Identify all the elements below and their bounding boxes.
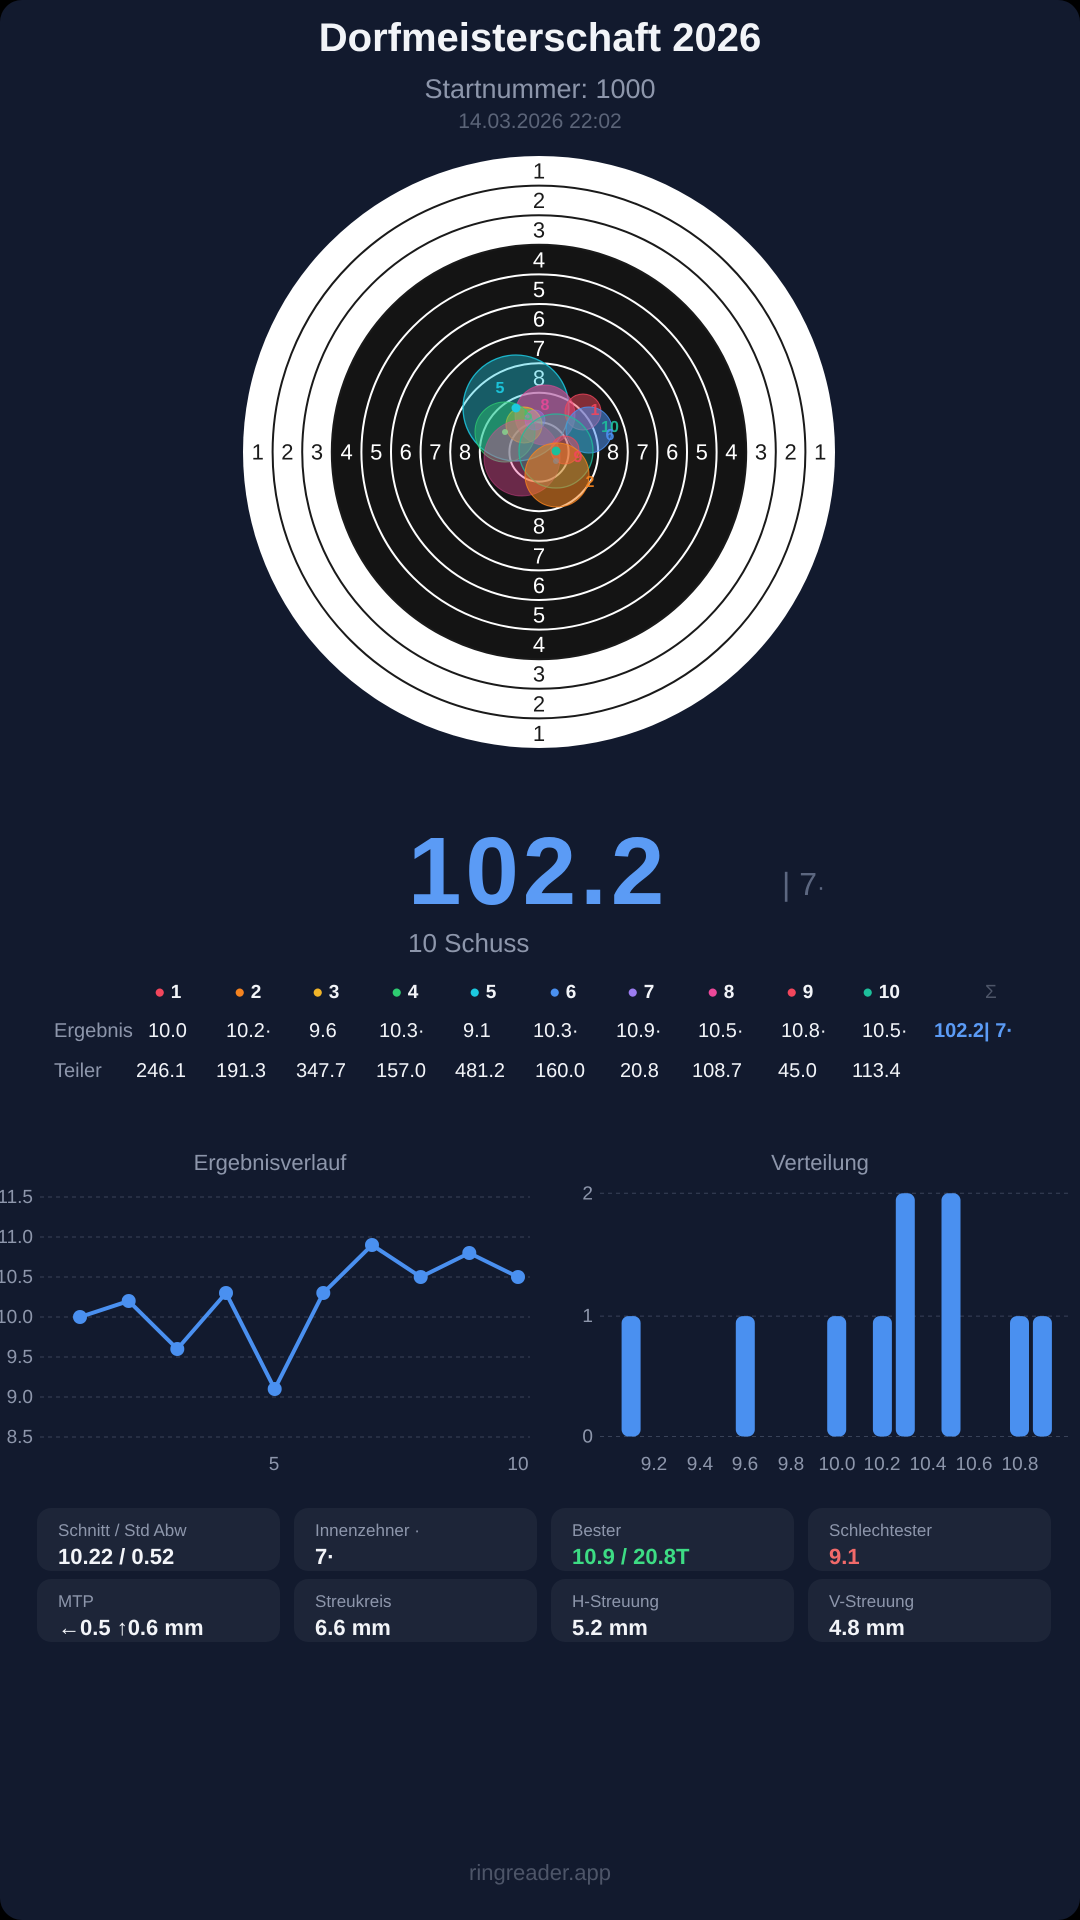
svg-text:5: 5: [269, 1454, 280, 1475]
svg-text:2: 2: [582, 1183, 593, 1204]
svg-text:1: 1: [591, 402, 600, 419]
svg-text:7: 7: [636, 440, 648, 465]
svg-text:7: 7: [533, 336, 545, 361]
svg-text:1: 1: [814, 440, 826, 465]
svg-text:8: 8: [541, 397, 550, 414]
svg-text:2: 2: [533, 188, 545, 213]
svg-text:10.5: 10.5: [0, 1267, 33, 1288]
svg-text:1: 1: [582, 1306, 593, 1327]
svg-text:9.0: 9.0: [7, 1387, 33, 1408]
svg-text:1: 1: [252, 440, 264, 465]
svg-text:9: 9: [574, 449, 583, 466]
svg-text:11.5: 11.5: [0, 1187, 33, 1208]
svg-text:5: 5: [533, 603, 545, 628]
svg-text:2: 2: [533, 691, 545, 716]
svg-text:10.8: 10.8: [1002, 1454, 1039, 1475]
svg-text:6: 6: [533, 573, 545, 598]
svg-text:5: 5: [496, 380, 505, 397]
svg-text:5: 5: [533, 277, 545, 302]
svg-text:6: 6: [400, 440, 412, 465]
svg-text:8.5: 8.5: [7, 1427, 33, 1448]
svg-text:6: 6: [533, 307, 545, 332]
svg-text:3: 3: [533, 662, 545, 687]
svg-text:10.2: 10.2: [864, 1454, 901, 1475]
svg-text:3: 3: [755, 440, 767, 465]
svg-text:4: 4: [533, 247, 545, 272]
svg-text:9.8: 9.8: [778, 1454, 804, 1475]
svg-text:4: 4: [533, 632, 545, 657]
svg-text:4: 4: [340, 440, 352, 465]
svg-text:1: 1: [533, 721, 545, 746]
svg-text:2: 2: [586, 474, 595, 491]
svg-text:6: 6: [666, 440, 678, 465]
svg-text:7: 7: [533, 543, 545, 568]
svg-text:10.6: 10.6: [956, 1454, 993, 1475]
svg-text:10.0: 10.0: [0, 1307, 33, 1328]
svg-text:5: 5: [524, 407, 533, 424]
svg-text:2: 2: [281, 440, 293, 465]
svg-text:11.0: 11.0: [0, 1227, 33, 1248]
svg-text:8: 8: [459, 440, 471, 465]
svg-text:4: 4: [725, 440, 737, 465]
svg-text:5: 5: [696, 440, 708, 465]
svg-text:0: 0: [582, 1427, 593, 1448]
svg-text:3: 3: [533, 218, 545, 243]
svg-text:7: 7: [429, 440, 441, 465]
svg-text:9.2: 9.2: [641, 1454, 667, 1475]
svg-text:9.4: 9.4: [687, 1454, 714, 1475]
svg-text:10.0: 10.0: [819, 1454, 856, 1475]
svg-text:10.4: 10.4: [910, 1454, 947, 1475]
svg-text:1: 1: [533, 159, 545, 184]
svg-text:6: 6: [606, 427, 615, 444]
svg-text:3: 3: [311, 440, 323, 465]
svg-text:5: 5: [370, 440, 382, 465]
svg-text:9.5: 9.5: [7, 1347, 33, 1368]
svg-text:9.6: 9.6: [732, 1454, 758, 1475]
svg-text:8: 8: [533, 514, 545, 539]
svg-text:10: 10: [507, 1454, 528, 1475]
svg-text:2: 2: [784, 440, 796, 465]
